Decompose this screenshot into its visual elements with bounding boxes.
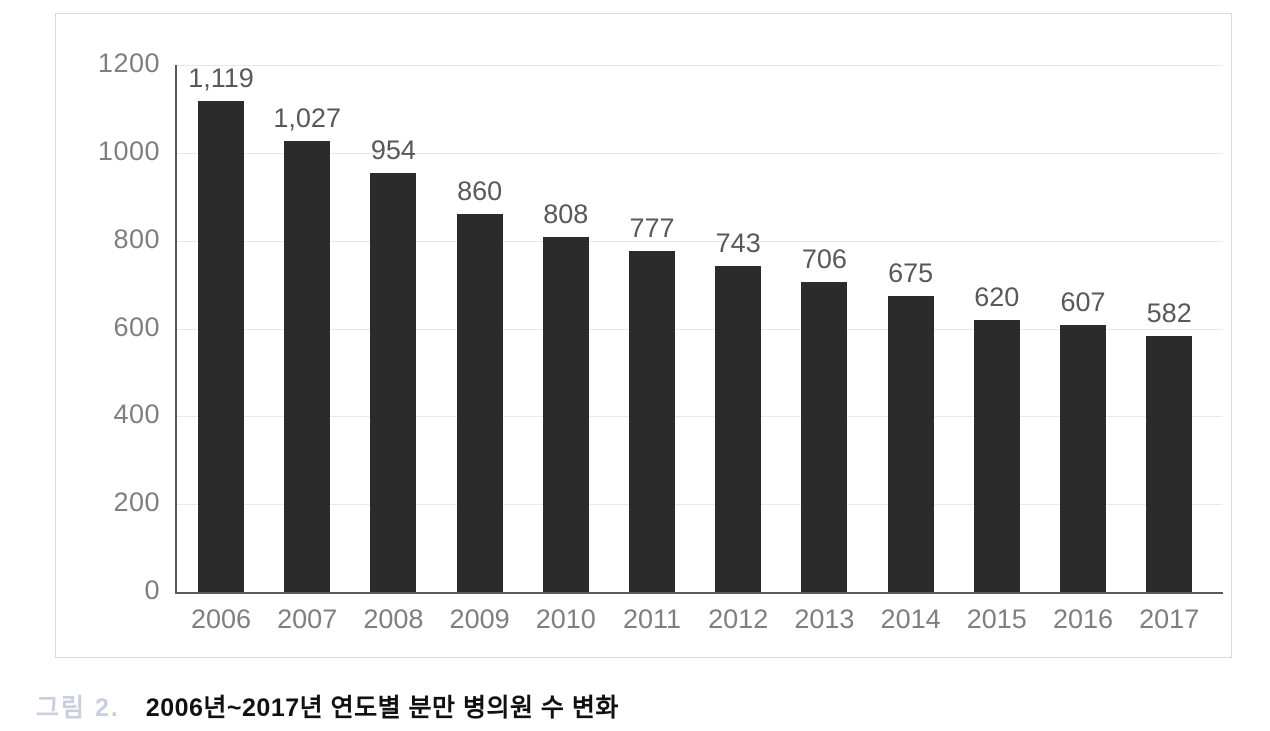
bar-2014[interactable]	[887, 295, 934, 592]
bar-2012[interactable]	[715, 265, 762, 592]
bar-value-label-2012: 743	[715, 227, 761, 258]
bar-value-label-2011: 777	[629, 212, 675, 243]
bar-value-label-2016: 607	[1060, 287, 1106, 318]
bar-2008[interactable]	[370, 173, 417, 592]
x-tick-2016: 2016	[1052, 604, 1114, 634]
gridline-1200	[175, 65, 1222, 66]
bar-2016[interactable]	[1060, 325, 1106, 592]
bar-2006[interactable]	[198, 100, 244, 592]
bar-value-label-2015: 620	[974, 281, 1020, 312]
bar-2007[interactable]	[284, 140, 331, 592]
gridline-400	[175, 416, 1222, 418]
bar-2010[interactable]	[542, 237, 589, 592]
figure-caption-text: 2006년~2017년 연도별 분만 병의원 수 변화	[145, 694, 619, 722]
bar-value-label-2007: 1,027	[273, 102, 341, 133]
x-tick-2015: 2015	[966, 604, 1027, 634]
bar-2011[interactable]	[629, 250, 675, 592]
bar-value-label-2014: 675	[888, 257, 934, 288]
bar-2013[interactable]	[801, 281, 848, 592]
gridline-200	[175, 504, 1222, 506]
bar-value-label-2017: 582	[1146, 298, 1192, 329]
x-tick-2007: 2007	[277, 604, 338, 634]
x-tick-2017: 2017	[1139, 604, 1200, 634]
bar-2017[interactable]	[1146, 336, 1193, 592]
x-tick-2010: 2010	[535, 604, 596, 634]
x-tick-2014: 2014	[880, 604, 941, 634]
x-tick-2012: 2012	[708, 604, 769, 634]
gridline-1000	[175, 152, 1222, 154]
figure-caption: 그림 2. 2006년~2017년 연도별 분만 병의원 수 변화	[0, 684, 1270, 728]
x-tick-2008: 2008	[363, 604, 424, 634]
bar-value-label-2009: 860	[457, 176, 503, 207]
x-tick-2009: 2009	[449, 604, 510, 634]
x-tick-2011: 2011	[622, 604, 682, 634]
bar-value-label-2006: 1,119	[188, 62, 254, 93]
gridline-800	[175, 240, 1222, 242]
x-tick-2013: 2013	[794, 604, 855, 634]
gridline-600	[175, 328, 1222, 330]
bar-value-label-2013: 706	[801, 243, 847, 274]
x-tick-2006: 2006	[190, 604, 252, 634]
bar-2015[interactable]	[973, 319, 1020, 592]
bar-2009[interactable]	[456, 214, 503, 592]
bar-value-label-2008: 954	[370, 135, 416, 166]
bar-value-label-2010: 808	[543, 199, 589, 230]
y-axis-line	[175, 65, 177, 593]
x-axis-line	[175, 592, 1223, 594]
figure-number: 그림 2.	[36, 694, 120, 722]
